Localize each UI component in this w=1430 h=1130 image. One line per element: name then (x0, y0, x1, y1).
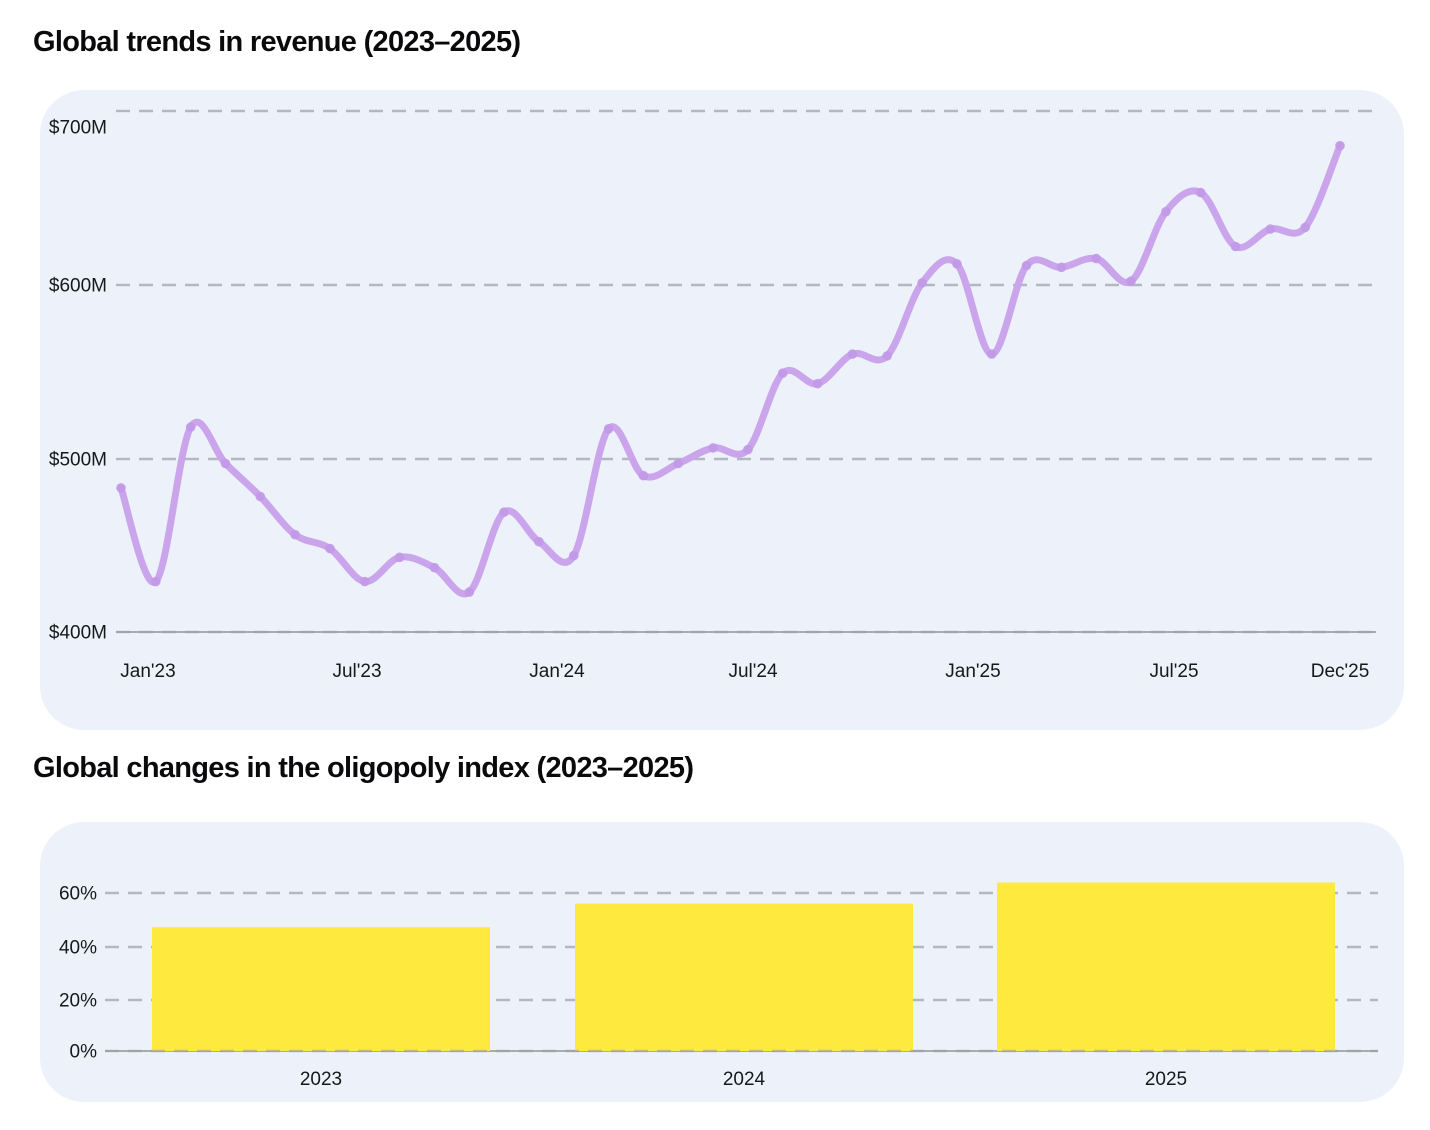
x-tick-label: Jul'24 (728, 661, 777, 682)
data-point-dot (1335, 140, 1345, 151)
y-tick-label: $600M (49, 276, 107, 297)
data-point-dot (360, 576, 370, 587)
bar-2025 (997, 882, 1335, 1051)
y-tick-label: 20% (59, 991, 97, 1012)
data-point-dot (1300, 222, 1310, 233)
data-point-dot (777, 368, 788, 379)
x-tick-label: 2023 (300, 1069, 342, 1090)
data-point-dot (1265, 224, 1276, 234)
x-tick-label: Jul'25 (1149, 661, 1198, 682)
data-point-dot (255, 491, 266, 502)
data-point-dot (534, 536, 544, 547)
y-tick-label: 0% (70, 1042, 98, 1063)
x-tick-label: Dec'25 (1311, 661, 1370, 682)
data-point-dot (673, 458, 684, 469)
data-point-dot (220, 458, 231, 469)
revenue-line-chart: $700M $600M $500M $400M Jan'23 Jul'23 Jan'24 Ju… (49, 109, 1376, 682)
revenue-line (117, 142, 1344, 598)
data-point-dot (290, 529, 300, 540)
x-tick-label: Jan'24 (529, 661, 585, 682)
y-tick-label: $500M (49, 450, 107, 471)
data-point-dot (1021, 260, 1032, 271)
data-point-dot (812, 378, 823, 389)
x-tick-label: Jan'23 (120, 661, 175, 682)
y-tick-label: $400M (49, 623, 107, 644)
y-tick-label: 60% (59, 884, 97, 905)
data-point-dot (708, 443, 718, 453)
data-point-dot (394, 552, 405, 563)
data-point-dot (882, 351, 892, 361)
y-tick-label: 40% (59, 938, 97, 959)
data-point-dot (185, 422, 196, 432)
x-tick-label: 2025 (1145, 1069, 1187, 1090)
data-point-dot (1091, 253, 1101, 264)
data-point-dot (1126, 276, 1136, 286)
data-point-dot (743, 444, 753, 455)
data-point-dot (464, 587, 475, 597)
data-point-dot (1161, 206, 1171, 217)
x-tick-label: 2024 (723, 1069, 766, 1090)
data-point-dot (952, 259, 962, 269)
x-tick-label: Jan'25 (945, 661, 1000, 682)
data-point-dot (499, 507, 509, 517)
data-point-dot (1056, 262, 1067, 273)
data-point-dot (116, 483, 126, 493)
data-point-dot (325, 543, 335, 554)
x-tick-label: Jul'23 (332, 661, 381, 682)
revenue-chart-card: $700M $600M $500M $400M Jan'23 Jul'23 Jan'24 Ju… (40, 90, 1404, 730)
oligopoly-bar-chart: 60% 40% 20% 0% 2023 2024 2025 (59, 882, 1378, 1090)
data-point-dot (638, 470, 649, 481)
data-point-dot (429, 562, 440, 573)
data-point-dot (569, 550, 579, 561)
revenue-chart-title: Global trends in revenue (2023–2025) (33, 26, 521, 58)
data-point-dot (1195, 187, 1206, 198)
oligopoly-chart-card: 60% 40% 20% 0% 2023 2024 2025 (40, 822, 1404, 1102)
data-point-dot (847, 349, 858, 359)
data-point-dot (1230, 241, 1241, 252)
y-tick-label: $700M (49, 118, 107, 139)
data-point-dot (151, 576, 161, 587)
data-point-dot (603, 424, 614, 434)
data-point-dot (986, 349, 997, 359)
data-point-dot (917, 278, 927, 288)
bar-2023 (152, 927, 490, 1051)
bar-2024 (575, 903, 913, 1051)
oligopoly-chart-title: Global changes in the oligopoly index (2… (33, 752, 694, 784)
